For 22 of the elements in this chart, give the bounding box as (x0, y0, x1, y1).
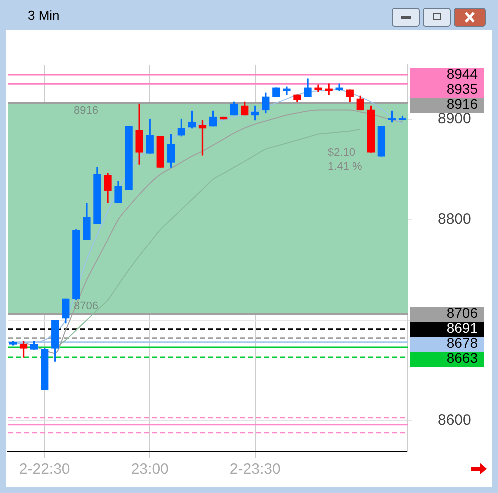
candlestick (272, 88, 280, 98)
annotation: $2.10 (328, 147, 356, 160)
ref-line-label: 8691 (446, 320, 478, 336)
ref-line-label: 8706 (446, 305, 478, 322)
annotation: 8706 (74, 300, 98, 312)
y-tick-label: 8900 (438, 110, 472, 128)
annotation: 8916 (74, 105, 98, 118)
ref-line-label: 8678 (446, 335, 478, 352)
chart-title: 3 Min (28, 8, 60, 23)
ref-line-label: 8916 (446, 96, 478, 112)
candlestick (378, 126, 386, 157)
x-tick-label: 2-23:30 (230, 461, 281, 478)
ref-line-label: 8935 (446, 80, 478, 97)
candlestick (125, 126, 133, 190)
y-tick-label: 8600 (438, 412, 472, 429)
ref-line-label: 8663 (446, 350, 478, 366)
candlestick (156, 136, 164, 168)
ref-line-label: 8944 (446, 66, 478, 82)
x-tick-label: 2-22:30 (19, 461, 70, 478)
y-tick-label: 8800 (438, 210, 472, 228)
annotation: 1.41 % (328, 161, 362, 174)
x-tick-label: 23:00 (131, 461, 169, 478)
